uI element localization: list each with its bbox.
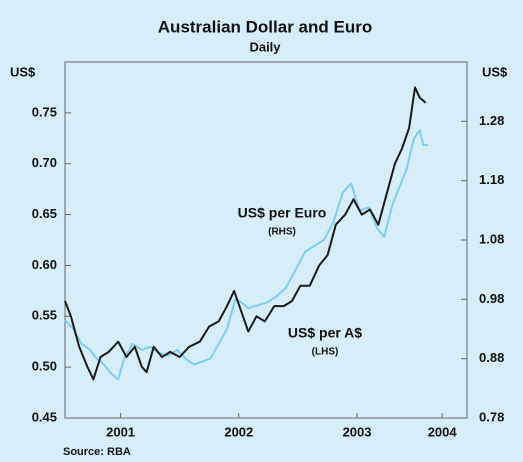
annotation-note: (RHS) xyxy=(268,227,296,238)
y2-tick-label: 0.78 xyxy=(479,409,504,424)
y-tick-label: 0.60 xyxy=(32,257,57,272)
y-tick-label: 0.70 xyxy=(32,155,57,170)
y-axis-label: US$ xyxy=(10,64,36,79)
plot-frame xyxy=(64,61,468,419)
series-line xyxy=(64,129,428,381)
chart-subtitle: Daily xyxy=(249,39,281,54)
y2-tick-label: 1.28 xyxy=(479,113,504,128)
x-tick-label: 2001 xyxy=(106,424,135,439)
y-tick-label: 0.65 xyxy=(32,206,57,221)
y2-tick-label: 0.88 xyxy=(479,350,504,365)
series-line xyxy=(64,86,427,381)
y-tick-label: 0.75 xyxy=(32,104,57,119)
y2-axis-label: US$ xyxy=(482,64,508,79)
annotation: US$ per A$ xyxy=(288,325,362,341)
y-tick-label: 0.50 xyxy=(32,359,57,374)
y2-tick-label: 1.08 xyxy=(479,231,504,246)
annotation: US$ per Euro xyxy=(238,205,327,221)
y-tick-label: 0.45 xyxy=(32,409,57,424)
x-tick-label: 2003 xyxy=(343,424,372,439)
x-tick-label: 2004 xyxy=(428,424,458,439)
source: Source: RBA xyxy=(63,446,131,458)
chart-title: Australian Dollar and Euro xyxy=(158,17,372,36)
y-tick-label: 0.55 xyxy=(32,308,57,323)
y2-tick-label: 1.18 xyxy=(479,172,504,187)
y2-tick-label: 0.98 xyxy=(479,291,504,306)
x-tick-label: 2002 xyxy=(224,424,253,439)
annotation-note: (LHS) xyxy=(312,347,339,358)
